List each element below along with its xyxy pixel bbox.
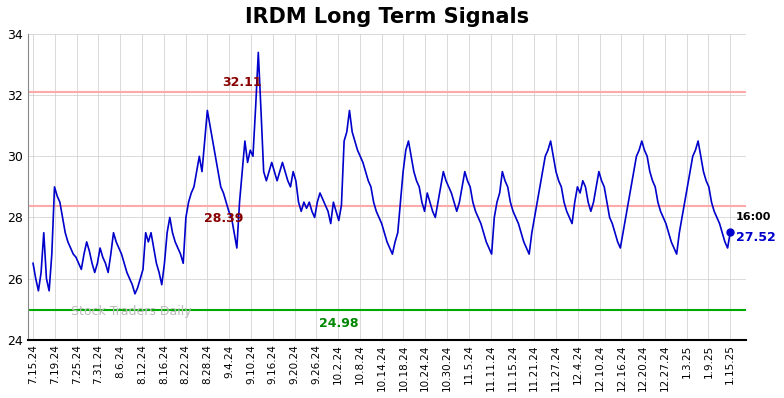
Text: 27.52: 27.52	[735, 231, 775, 244]
Text: 24.98: 24.98	[319, 316, 358, 330]
Text: Stock Traders Daily: Stock Traders Daily	[71, 305, 191, 318]
Title: IRDM Long Term Signals: IRDM Long Term Signals	[245, 7, 529, 27]
Text: 28.39: 28.39	[204, 212, 243, 225]
Text: 32.11: 32.11	[223, 76, 262, 89]
Text: 16:00: 16:00	[735, 212, 771, 222]
